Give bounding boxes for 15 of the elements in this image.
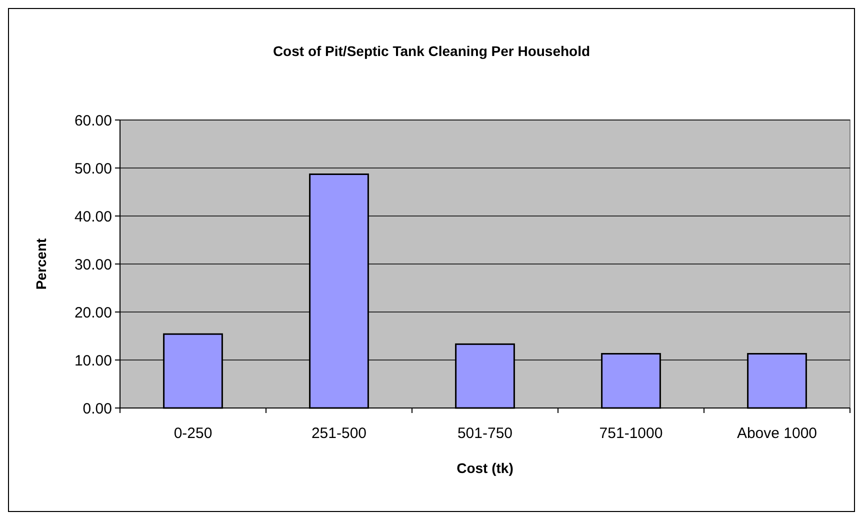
x-axis-title: Cost (tk) [456,460,514,476]
x-tick-label: 0-250 [174,425,212,442]
y-tick-label: 20.00 [74,304,112,322]
y-tick-label: 60.00 [74,112,112,130]
y-tick-label: 50.00 [74,160,112,178]
y-tick-label: 30.00 [74,256,112,274]
y-tick-label: 10.00 [74,352,112,370]
y-tick-label: 0.00 [82,400,112,418]
chart-title: Cost of Pit/Septic Tank Cleaning Per Household [272,43,590,59]
x-tick-label: 251-500 [311,425,367,442]
x-tick-label: 501-750 [457,425,513,442]
y-tick-label: 40.00 [74,208,112,226]
x-tick-label: Above 1000 [736,425,818,442]
x-tick-label: 751-1000 [599,425,663,442]
y-axis-title: Percent [33,238,49,290]
